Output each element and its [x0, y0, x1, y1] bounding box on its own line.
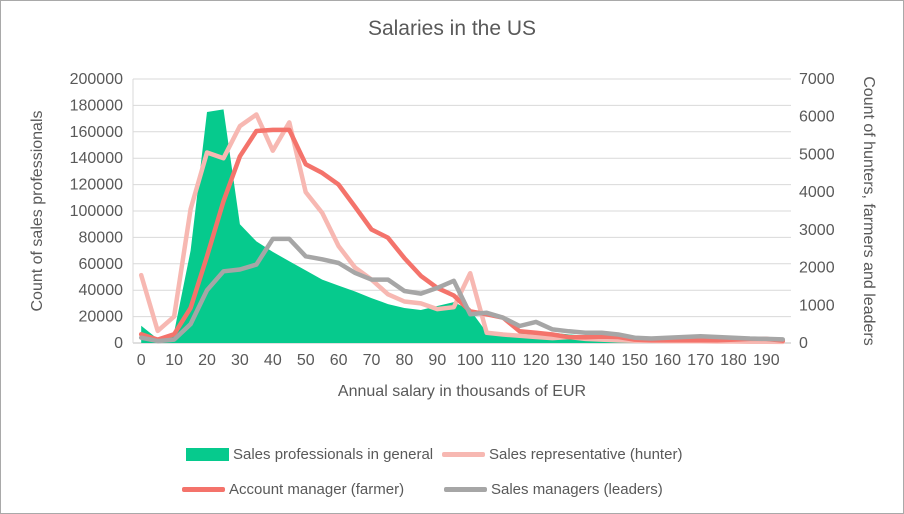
legend-item-farmer: Account manager (farmer) [182, 480, 405, 498]
legend-item-professionals: Sales professionals in general [186, 445, 434, 463]
legend-item-leaders: Sales managers (leaders) [444, 480, 663, 498]
left-axis-tick-label: 160000 [70, 124, 123, 141]
left-axis-tick-label: 180000 [70, 97, 123, 114]
x-axis-tick-label: 40 [264, 352, 282, 369]
x-axis-tick-label: 110 [490, 352, 516, 369]
legend-label: Sales professionals in general [233, 445, 434, 463]
x-axis-tick-label: 80 [396, 352, 414, 369]
right-axis-tick-label: 7000 [799, 71, 835, 88]
x-axis-tick-label: 10 [165, 352, 183, 369]
x-axis-tick-label: 140 [588, 352, 615, 369]
left-axis-tick-label: 200000 [70, 71, 123, 88]
right-axis-tick-label: 1000 [799, 297, 835, 314]
legend-label: Sales representative (hunter) [489, 445, 683, 463]
x-axis-tick-label: 170 [687, 352, 714, 369]
area-swatch-icon [186, 447, 229, 461]
series-leaders [138, 236, 786, 344]
x-axis-tick-label: 150 [621, 352, 648, 369]
x-axis-tick-label: 90 [428, 352, 446, 369]
x-axis-tick-label: 100 [457, 352, 484, 369]
legend-item-hunter: Sales representative (hunter) [442, 445, 683, 463]
right-axis-tick-label: 6000 [799, 109, 835, 126]
left-axis-tick-label: 140000 [70, 150, 123, 167]
x-axis-title: Annual salary in thousands of EUR [337, 383, 587, 400]
x-axis-tick-label: 70 [363, 352, 381, 369]
left-axis-tick-label: 20000 [79, 309, 124, 326]
line-swatch-icon [444, 486, 487, 492]
x-axis-tick-label: 60 [330, 352, 348, 369]
line-swatch-icon [442, 451, 485, 457]
left-axis-tick-label: 80000 [79, 229, 124, 246]
legend-label: Account manager (farmer) [229, 480, 405, 498]
x-axis-tick-label: 180 [720, 352, 747, 369]
right-axis-tick-label: 2000 [799, 260, 835, 277]
legend-label: Sales managers (leaders) [491, 480, 663, 498]
left-axis-tick-label: 40000 [79, 282, 124, 299]
x-axis-tick-label: 50 [297, 352, 315, 369]
right-axis-tick-label: 5000 [799, 146, 835, 163]
chart-title: Salaries in the US [367, 17, 537, 40]
x-axis-tick-label: 160 [654, 352, 681, 369]
left-axis-tick-label: 100000 [70, 203, 123, 220]
series-professionals [141, 109, 783, 344]
left-axis-tick-label: 60000 [79, 256, 124, 273]
left-axis-tick-label: 0 [114, 335, 123, 352]
x-axis-tick-label: 0 [137, 352, 146, 369]
line-swatch-icon [182, 486, 225, 492]
x-axis-tick-label: 190 [753, 352, 780, 369]
x-axis-tick-label: 30 [231, 352, 249, 369]
x-axis-tick-label: 130 [556, 352, 583, 369]
right-axis-tick-label: 4000 [799, 184, 835, 201]
left-axis-tick-label: 120000 [70, 177, 123, 194]
series-farmer [138, 127, 786, 343]
right-axis-tick-label: 3000 [799, 222, 835, 239]
right-axis-tick-label: 0 [799, 335, 808, 352]
x-axis-tick-label: 120 [523, 352, 550, 369]
x-axis-tick-label: 20 [198, 352, 216, 369]
